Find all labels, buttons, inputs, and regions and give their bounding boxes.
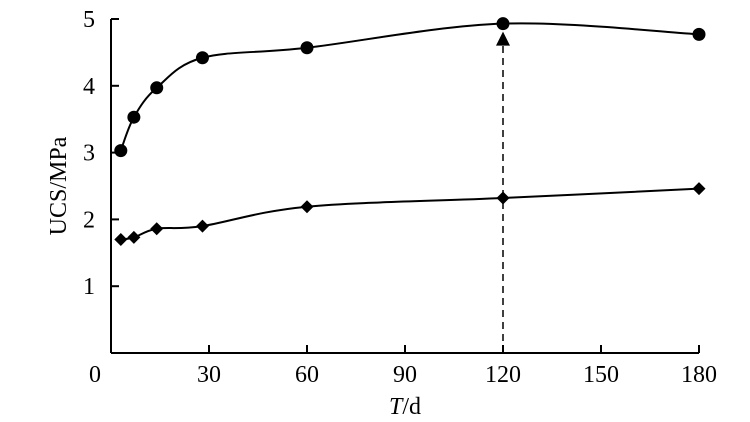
data-point-diamond [114,232,128,246]
data-point-circle [692,27,706,41]
data-point-circle [300,41,314,55]
x-tick-label: 150 [583,362,619,388]
y-tick-label: 2 [83,207,95,233]
arrow-head [496,31,510,46]
series-layer [114,17,706,246]
annotation-layer [496,31,510,353]
x-axis-title: T/d [389,394,421,420]
x-axis-title-symbol: T [389,394,404,420]
x-tick-label: 90 [393,362,417,388]
x-tick-label: 120 [485,362,521,388]
x-axis-title-unit: /d [402,394,421,420]
y-tick-label: 3 [83,141,95,167]
series-line-1 [119,22,700,151]
x-tick-label: 180 [681,362,717,388]
data-point-diamond [496,191,510,205]
data-point-circle [496,17,510,31]
axes [110,19,699,354]
x-ticks: 0 30 60 90 120 150 180 [89,345,717,388]
data-point-diamond [127,230,141,244]
data-point-circle [127,110,141,124]
x-tick-label: 30 [197,362,221,388]
data-point-diamond [150,222,164,236]
series-line-2 [120,187,700,241]
y-ticks: 1 2 3 4 5 [83,7,119,300]
data-point-circle [150,81,164,95]
data-point-diamond [300,200,314,214]
x-tick-label: 60 [295,362,319,388]
data-point-circle [114,144,128,158]
y-tick-label: 1 [83,274,95,300]
data-point-diamond [692,182,706,196]
data-point-circle [195,51,209,65]
data-point-diamond [195,219,209,233]
y-tick-label: 5 [83,7,95,33]
x-tick-label: 0 [89,362,101,388]
y-axis-title: UCS/MPa [46,136,72,235]
y-tick-label: 4 [83,74,95,100]
